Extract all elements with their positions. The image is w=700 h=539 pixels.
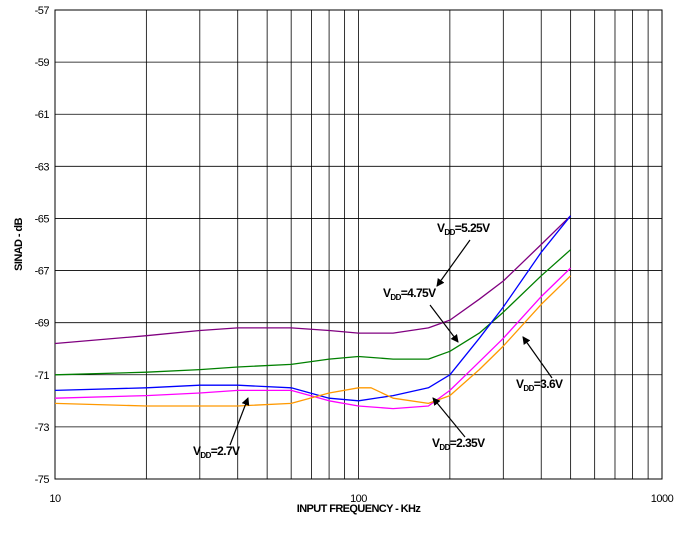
annotation-arrow	[436, 239, 471, 287]
annotation-arrow	[429, 304, 459, 343]
annotation-label: VDD=2.7V	[193, 444, 240, 460]
annotation-label: VDD=2.35V	[432, 436, 485, 452]
x-tick-labels: 10 100 1000	[49, 493, 674, 505]
annotation-arrow	[432, 397, 466, 438]
series-line-4	[54, 275, 572, 407]
y-tick-label: -73	[35, 422, 50, 434]
annotation-label: VDD=3.6V	[516, 377, 563, 393]
series-line-1	[54, 249, 572, 376]
y-tick-labels: -57 -59 -61 -63 -65 -67 -69 -71 -73 -75	[35, 5, 50, 486]
y-tick-label: -63	[35, 161, 50, 173]
x-tick-label: 100	[350, 493, 367, 505]
y-tick-label: -59	[35, 57, 50, 69]
y-tick-label: -61	[35, 109, 50, 121]
series-lines	[54, 215, 572, 410]
y-axis-label: SINAD - dB	[13, 218, 25, 271]
y-tick-label: -71	[35, 370, 50, 382]
series-line-2	[54, 267, 572, 410]
grid	[55, 9, 662, 480]
y-tick-label: -75	[35, 474, 50, 486]
annotation-label: VDD=5.25V	[437, 221, 490, 237]
y-tick-label: -67	[35, 266, 50, 278]
x-tick-label: 10	[49, 493, 61, 505]
annotation-arrow	[522, 336, 553, 379]
y-tick-label: -57	[35, 5, 50, 17]
annotation-label: VDD=4.75V	[383, 286, 436, 302]
x-axis-label: INPUT FREQUENCY - KHz	[297, 503, 422, 515]
y-tick-label: -65	[35, 213, 50, 225]
annotation-arrow	[229, 397, 250, 446]
series-line-3	[54, 215, 572, 402]
plot-frame	[54, 9, 663, 480]
annotations: VDD=5.25V VDD=4.75V VDD=3.6V VDD=2.35V VDD=2…	[193, 221, 564, 460]
x-tick-label: 1000	[651, 493, 674, 505]
y-tick-label: -69	[35, 318, 50, 330]
series-line-0	[54, 215, 572, 345]
